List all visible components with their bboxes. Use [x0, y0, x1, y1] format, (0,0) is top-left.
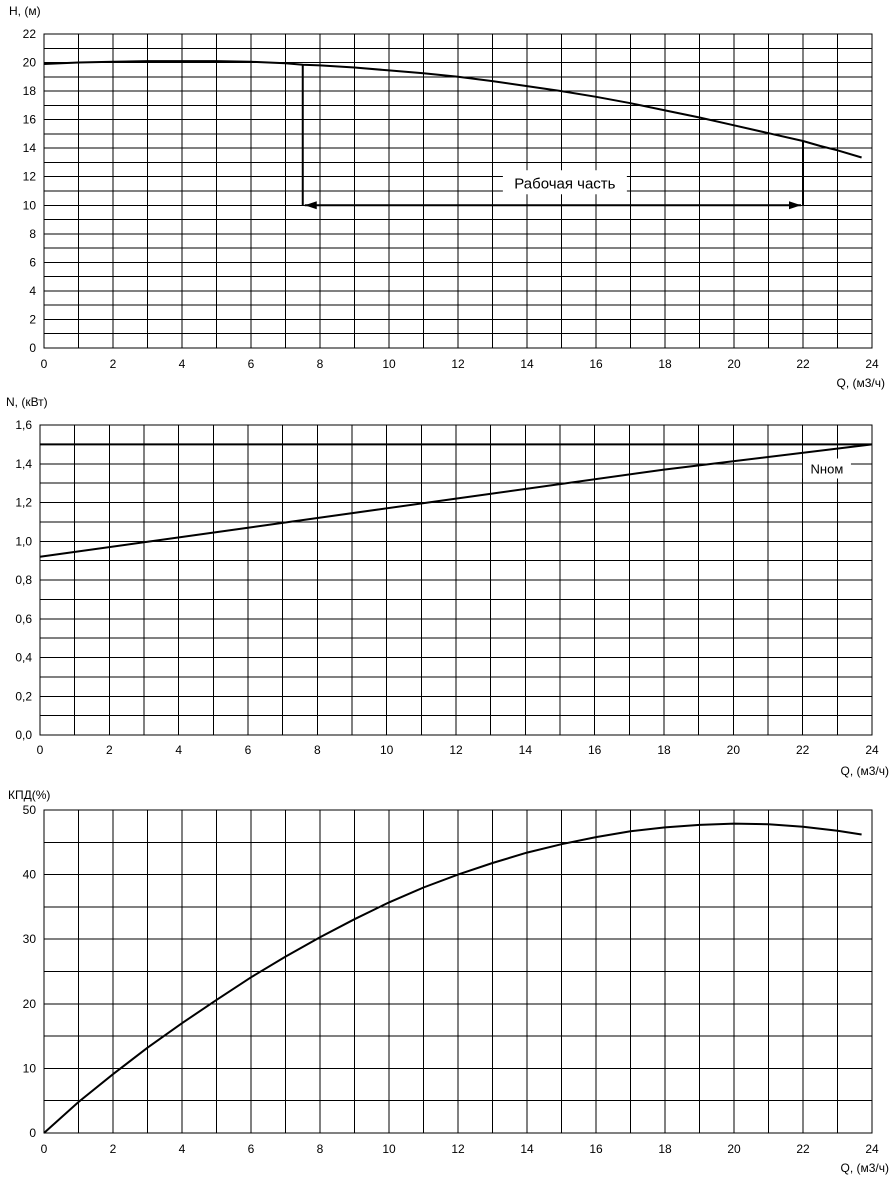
plot-frame — [43, 33, 873, 349]
x-tick-label: 8 — [314, 743, 321, 757]
x-tick-label: 2 — [110, 1142, 117, 1156]
x-tick-label: 0 — [37, 743, 44, 757]
x-tick-label: 6 — [245, 743, 252, 757]
x-tick-label: 22 — [796, 743, 810, 757]
y-tick-label: 0 — [29, 1126, 36, 1140]
y-tick-label: 8 — [29, 227, 36, 241]
y-tick-label: 16 — [23, 113, 37, 127]
x-tick-label: 4 — [175, 743, 182, 757]
y-tick-label: 40 — [23, 868, 37, 882]
y-axis-label: N, (кВт) — [6, 395, 48, 409]
x-tick-label: 6 — [248, 357, 255, 371]
y-tick-label: 1,2 — [15, 496, 32, 510]
x-tick-label: 2 — [106, 743, 113, 757]
x-tick-label: 24 — [865, 1142, 879, 1156]
y-tick-label: 4 — [29, 284, 36, 298]
x-tick-label: 10 — [382, 357, 396, 371]
x-tick-label: 22 — [796, 1142, 810, 1156]
y-tick-label: 1,4 — [15, 457, 32, 471]
grid-lines — [43, 33, 873, 349]
x-tick-label: 12 — [449, 743, 463, 757]
series-line-1 — [43, 822, 862, 1134]
grid-lines — [43, 809, 873, 1134]
chart-2: 0,00,20,40,60,81,01,21,41,60 2 4 6 8 10 12 14 16… — [6, 395, 889, 778]
x-tick-label: 8 — [317, 1142, 324, 1156]
x-tick-label: 8 — [317, 357, 324, 371]
y-tick-label: 50 — [23, 803, 37, 817]
x-axis-label: Q, (м3/ч) — [840, 764, 889, 778]
x-tick-label: 4 — [179, 1142, 186, 1156]
x-tick-label: 20 — [727, 1142, 741, 1156]
y-axis-label: H, (м) — [9, 4, 41, 18]
plot-frame — [43, 809, 873, 1134]
x-tick-label: 12 — [451, 357, 465, 371]
x-tick-label: 24 — [865, 743, 879, 757]
x-tick-label: 10 — [380, 743, 394, 757]
x-tick-label: 18 — [658, 1142, 672, 1156]
working-range-marker: Рабочая часть — [301, 64, 804, 210]
x-axis-label: Q, (м3/ч) — [836, 376, 885, 390]
y-axis-label: КПД(%) — [8, 788, 50, 802]
y-tick-label: 0,0 — [15, 728, 32, 742]
x-tick-label: 0 — [41, 357, 48, 371]
x-tick-label: 14 — [520, 1142, 534, 1156]
y-tick-label: 18 — [23, 84, 37, 98]
y-tick-label: 6 — [29, 255, 36, 269]
x-tick-label: 20 — [727, 743, 741, 757]
x-tick-label: 16 — [589, 357, 603, 371]
x-tick-label: 20 — [727, 357, 741, 371]
y-tick-label: 0,6 — [15, 612, 32, 626]
y-tick-label: 22 — [23, 27, 37, 41]
x-tick-label: 0 — [41, 1142, 48, 1156]
series-line-1 — [43, 60, 862, 159]
series-line-1 — [39, 443, 873, 558]
y-tick-label: 2 — [29, 312, 36, 326]
x-tick-label: 16 — [588, 743, 602, 757]
plot-frame — [39, 424, 873, 736]
y-tick-label: 1,0 — [15, 534, 32, 548]
annotation-bg — [802, 458, 851, 479]
x-tick-label: 18 — [658, 357, 672, 371]
x-tick-label: 16 — [589, 1142, 603, 1156]
x-tick-label: 6 — [248, 1142, 255, 1156]
working-range-label: Рабочая часть — [514, 175, 615, 192]
y-tick-label: 1,6 — [15, 418, 32, 432]
x-tick-label: 4 — [179, 357, 186, 371]
y-tick-label: 10 — [23, 198, 37, 212]
y-tick-label: 0 — [29, 341, 36, 355]
arrow-right-icon — [789, 201, 801, 210]
x-tick-label: 24 — [865, 357, 879, 371]
y-tick-label: 14 — [23, 141, 37, 155]
x-tick-label: 14 — [519, 743, 533, 757]
y-tick-label: 30 — [23, 932, 37, 946]
y-tick-label: 10 — [23, 1061, 37, 1075]
x-tick-label: 22 — [796, 357, 810, 371]
x-tick-label: 18 — [657, 743, 671, 757]
x-tick-label: 10 — [382, 1142, 396, 1156]
y-tick-label: 20 — [23, 997, 37, 1011]
nominal-power-label: Nном — [811, 462, 844, 477]
x-tick-label: 12 — [451, 1142, 465, 1156]
y-tick-label: 0,2 — [15, 689, 32, 703]
arrow-left-icon — [304, 201, 317, 210]
x-axis-label: Q, (м3/ч) — [840, 1161, 889, 1175]
x-tick-label: 14 — [520, 357, 534, 371]
y-tick-label: 0,4 — [15, 651, 32, 665]
y-tick-label: 12 — [23, 170, 37, 184]
y-tick-label: 20 — [23, 56, 37, 70]
x-tick-label: 2 — [110, 357, 117, 371]
grid-lines — [39, 424, 873, 736]
range-label-bg — [502, 170, 627, 195]
y-tick-label: 0,8 — [15, 573, 32, 587]
